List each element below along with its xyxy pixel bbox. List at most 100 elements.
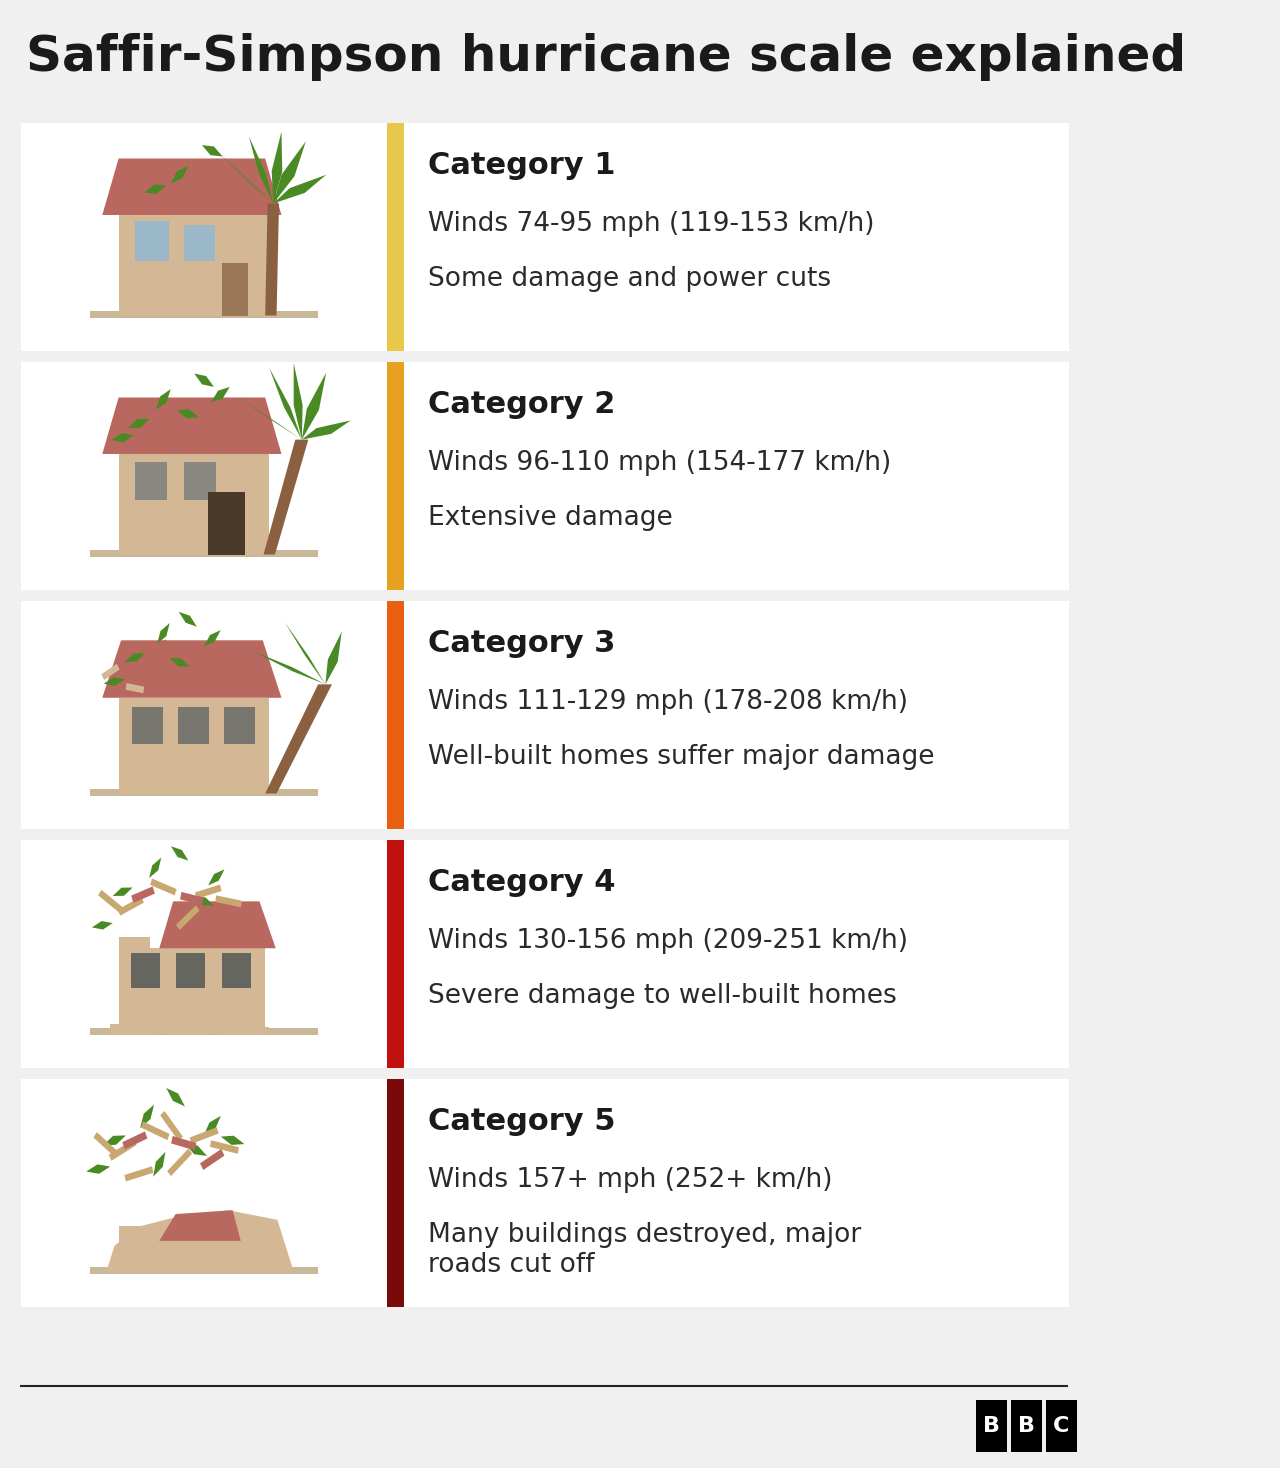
Polygon shape (156, 389, 170, 410)
Polygon shape (101, 664, 119, 680)
Bar (119, 454, 269, 555)
Polygon shape (204, 1116, 221, 1136)
Bar (134, 220, 169, 261)
Polygon shape (111, 433, 134, 442)
Text: Category 5: Category 5 (428, 1107, 616, 1136)
Bar (90, 549, 319, 558)
Bar (134, 461, 168, 501)
Bar (131, 953, 160, 988)
Bar (977, 1400, 1007, 1452)
Bar (221, 263, 248, 316)
Polygon shape (233, 170, 274, 204)
Text: Many buildings destroyed, major
roads cut off: Many buildings destroyed, major roads cu… (428, 1221, 861, 1279)
Bar (178, 708, 209, 744)
Polygon shape (302, 420, 351, 439)
Polygon shape (184, 1144, 207, 1155)
Polygon shape (200, 1149, 224, 1170)
Polygon shape (102, 159, 282, 214)
Bar (241, 1238, 259, 1271)
Polygon shape (106, 1210, 293, 1271)
Text: Winds 130-156 mph (209-251 km/h): Winds 130-156 mph (209-251 km/h) (428, 928, 908, 954)
Polygon shape (172, 1136, 196, 1151)
Text: B: B (983, 1417, 1000, 1436)
Polygon shape (215, 895, 242, 907)
Polygon shape (293, 363, 302, 439)
Polygon shape (177, 410, 198, 418)
Polygon shape (109, 1139, 137, 1161)
Polygon shape (209, 869, 224, 885)
Bar (119, 214, 269, 316)
Text: Winds 96-110 mph (154-177 km/h): Winds 96-110 mph (154-177 km/h) (428, 451, 891, 476)
Polygon shape (264, 439, 308, 555)
Polygon shape (274, 141, 306, 204)
Bar (387, 363, 404, 590)
Polygon shape (145, 185, 166, 194)
Polygon shape (150, 857, 161, 878)
Polygon shape (140, 1104, 154, 1129)
Polygon shape (93, 1132, 119, 1158)
Text: Winds 111-129 mph (178-208 km/h): Winds 111-129 mph (178-208 km/h) (428, 688, 908, 715)
Bar (184, 225, 215, 261)
Bar (22, 123, 1069, 351)
Polygon shape (86, 1164, 110, 1174)
Polygon shape (248, 137, 274, 204)
Bar (119, 1226, 141, 1271)
Polygon shape (265, 204, 279, 316)
Polygon shape (269, 368, 302, 439)
Bar (22, 1079, 1069, 1307)
Polygon shape (131, 887, 155, 903)
Polygon shape (302, 373, 326, 439)
Polygon shape (157, 622, 170, 644)
Bar (132, 708, 164, 744)
Polygon shape (325, 631, 342, 684)
Polygon shape (102, 398, 282, 454)
Polygon shape (271, 132, 283, 204)
Polygon shape (189, 1127, 219, 1144)
Bar (22, 840, 1069, 1069)
Bar (22, 363, 1069, 590)
Bar (110, 1023, 155, 1035)
Polygon shape (124, 653, 145, 662)
Polygon shape (284, 622, 325, 684)
Polygon shape (195, 885, 221, 898)
Text: Category 3: Category 3 (428, 628, 616, 658)
Bar (209, 492, 244, 555)
Polygon shape (175, 906, 200, 931)
Polygon shape (172, 847, 188, 860)
Bar (22, 600, 1069, 829)
Text: Winds 74-95 mph (119-153 km/h): Winds 74-95 mph (119-153 km/h) (428, 211, 874, 236)
Polygon shape (166, 1088, 184, 1107)
Polygon shape (183, 646, 209, 661)
Polygon shape (125, 683, 145, 693)
Polygon shape (210, 1141, 239, 1154)
Bar (90, 311, 319, 319)
Polygon shape (142, 640, 168, 656)
Polygon shape (128, 418, 150, 427)
Bar (387, 123, 404, 351)
Text: Severe damage to well-built homes: Severe damage to well-built homes (428, 984, 896, 1009)
Polygon shape (168, 1148, 192, 1176)
Polygon shape (202, 145, 223, 157)
Bar (119, 948, 265, 1032)
Polygon shape (265, 684, 332, 794)
Polygon shape (252, 650, 325, 684)
Text: B: B (1018, 1417, 1036, 1436)
Bar (90, 788, 319, 797)
Polygon shape (204, 630, 220, 647)
Bar (221, 953, 251, 988)
Polygon shape (113, 888, 133, 895)
Polygon shape (216, 151, 274, 204)
Polygon shape (237, 396, 302, 439)
Bar (184, 461, 216, 501)
Polygon shape (99, 890, 123, 913)
Bar (387, 840, 404, 1069)
Text: Category 4: Category 4 (428, 868, 616, 897)
Bar (168, 1026, 209, 1035)
Polygon shape (211, 388, 229, 402)
Polygon shape (118, 897, 143, 916)
Polygon shape (150, 878, 177, 895)
Bar (90, 1267, 319, 1274)
Polygon shape (160, 1111, 183, 1141)
Polygon shape (92, 920, 113, 929)
Bar (90, 1028, 319, 1035)
